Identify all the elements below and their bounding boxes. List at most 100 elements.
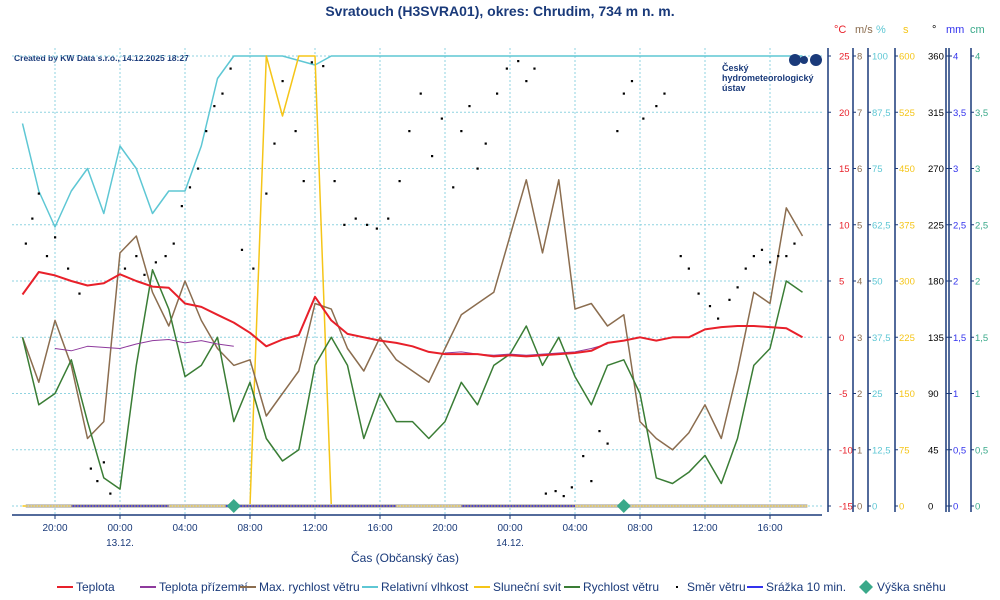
wind-direction-point [252, 267, 255, 270]
y-tick-label: 2 [857, 389, 862, 400]
y-tick-label: 2,5 [953, 220, 966, 231]
y-tick-label: 0 [899, 502, 904, 513]
wind-direction-point [89, 467, 92, 470]
x-axis-label: Čas (Občanský čas) [351, 550, 459, 565]
wind-direction-point [484, 142, 487, 145]
wind-direction-point [188, 186, 192, 189]
x-tick-label: 00:00 [107, 523, 132, 534]
wind-direction-point [760, 248, 764, 251]
y-axis-unit: % [876, 24, 886, 36]
wind-direction-point [398, 180, 401, 183]
y-tick-label: 25 [872, 389, 883, 400]
y-tick-label: 1 [857, 445, 862, 456]
series-line-max-rychlost-v-tru [21, 179, 804, 451]
credit-text: Created by KW Data s.r.o., 14.12.2025 18… [14, 53, 189, 63]
legend-dot-icon [676, 586, 678, 588]
wind-direction-point [240, 248, 244, 251]
wind-direction-point [408, 130, 411, 133]
y-tick-label: 0 [872, 502, 877, 513]
snow-depth-marker [226, 499, 241, 513]
y-tick-label: 225 [899, 333, 915, 344]
y-tick-label: -10 [839, 445, 853, 456]
wind-direction-point [622, 92, 625, 95]
wind-direction-point [172, 242, 175, 245]
wind-direction-point [562, 495, 565, 498]
wind-direction-point [221, 92, 224, 95]
wind-direction-point [687, 267, 690, 270]
y-tick-label: 2 [953, 277, 958, 288]
y-tick-label: 3 [953, 164, 958, 175]
legend-diamond-icon [859, 580, 873, 594]
y-tick-label: 450 [899, 164, 915, 175]
y-tick-label: 15 [839, 164, 850, 175]
wind-direction-point [769, 261, 772, 264]
wind-direction-point [460, 130, 463, 133]
wind-direction-point [333, 180, 336, 183]
wind-direction-point [322, 65, 325, 68]
y-tick-label: 45 [928, 445, 939, 456]
legend-label: Sluneční svit [493, 580, 562, 594]
y-tick-label: 12,5 [872, 445, 891, 456]
y-tick-label: 5 [839, 277, 844, 288]
wind-direction-point [31, 217, 34, 220]
wind-direction-point [728, 298, 731, 301]
wind-direction-point [143, 273, 146, 276]
y-tick-label: 225 [928, 220, 944, 231]
y-tick-label: 180 [928, 277, 944, 288]
y-tick-label: 25 [839, 52, 850, 63]
wind-direction-point [109, 492, 112, 495]
wind-direction-point [281, 80, 284, 83]
x-tick-label: 12:00 [692, 523, 717, 534]
wind-direction-point [476, 167, 479, 170]
wind-direction-point [197, 167, 200, 170]
y-tick-label: 1,5 [953, 333, 966, 344]
wind-direction-point [582, 455, 585, 458]
x-tick-label: 20:00 [432, 523, 457, 534]
wind-direction-point [554, 490, 557, 493]
wind-direction-point [387, 217, 390, 220]
wind-direction-point [570, 486, 573, 489]
wind-direction-point [533, 67, 536, 70]
wind-direction-point [164, 255, 167, 258]
wind-direction-point [431, 155, 434, 158]
date-label: 13.12. [106, 538, 134, 549]
y-tick-label: 0 [839, 333, 844, 344]
chart-title: Svratouch (H3SVRA01), okres: Chrudim, 73… [325, 3, 674, 19]
y-tick-label: 600 [899, 52, 915, 63]
y-tick-label: 3,5 [953, 108, 966, 119]
wind-direction-point [663, 92, 666, 95]
wind-direction-point [440, 117, 443, 120]
axes-layer: 20:00 00:00 04:00 08:00 12:00 16:00 20:00 00:00… [12, 24, 988, 549]
y-tick-label: 150 [899, 389, 915, 400]
wind-direction-point [96, 480, 99, 483]
grid [12, 48, 822, 515]
wind-direction-point [736, 286, 739, 289]
y-axis-unit: mm [946, 24, 964, 36]
x-tick-label: 16:00 [757, 523, 782, 534]
y-tick-label: 0 [928, 502, 933, 513]
y-tick-label: -15 [839, 502, 853, 513]
x-tick-label: 00:00 [497, 523, 522, 534]
wind-direction-point [525, 80, 528, 83]
series-line-relativn-vlhkost [21, 55, 803, 228]
y-tick-label: 360 [928, 52, 944, 63]
y-tick-label: 3,5 [975, 108, 988, 119]
y-tick-label: 1 [953, 389, 958, 400]
wind-direction-point [752, 255, 755, 258]
y-axis-unit: cm [970, 24, 985, 36]
y-tick-label: 10 [839, 220, 850, 231]
wind-direction-point [697, 292, 700, 295]
wind-direction-point [302, 180, 305, 183]
series-line-teplota [21, 271, 803, 358]
wind-direction-point [744, 267, 747, 270]
y-axis-unit: s [903, 24, 909, 36]
wind-direction-point [37, 192, 40, 195]
y-tick-label: 62,5 [872, 220, 891, 231]
y-tick-label: 0 [857, 502, 862, 513]
y-tick-label: 5 [857, 220, 862, 231]
logo-line-1: Český [722, 62, 749, 73]
legend-label: Relativní vlhkost [381, 580, 469, 594]
logo-line-3: ústav [722, 83, 746, 93]
y-tick-label: 300 [899, 277, 915, 288]
x-tick-label: 04:00 [562, 523, 587, 534]
